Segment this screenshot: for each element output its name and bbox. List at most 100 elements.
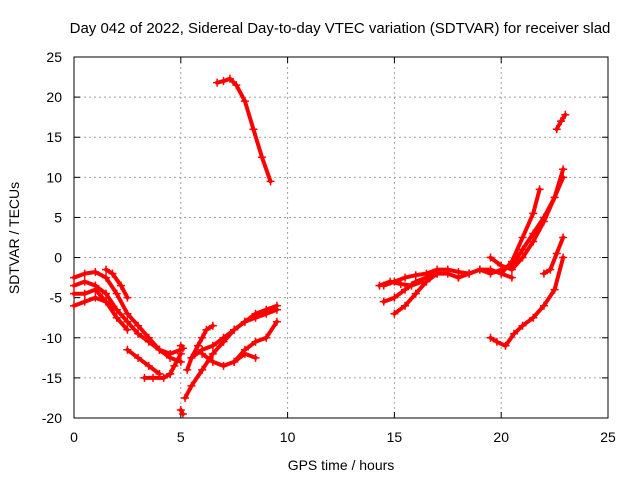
data-point: [510, 329, 519, 338]
data-point: [492, 337, 501, 346]
data-point: [529, 237, 538, 246]
data-point: [144, 361, 153, 370]
series-trace: [104, 267, 130, 300]
data-point: [535, 185, 544, 194]
data-point: [518, 321, 527, 330]
plot-frame: [73, 56, 609, 419]
data-point: [552, 125, 561, 134]
data-point: [123, 309, 132, 318]
data-point: [539, 217, 548, 226]
x-tick-label: 5: [177, 429, 185, 445]
data-point: [401, 273, 410, 282]
series-arc-22: [486, 165, 568, 274]
data-point: [396, 280, 405, 289]
data-point: [208, 357, 217, 366]
x-tick-labels: 0 5 10 15 20 25: [70, 429, 616, 445]
series-arc-20: [375, 277, 427, 290]
series-arc-13: [187, 321, 217, 362]
data-point: [112, 313, 121, 322]
data-point: [546, 265, 555, 274]
data-point: [230, 325, 239, 334]
data-point: [187, 353, 196, 362]
series-trace: [488, 167, 566, 272]
x-tick-label: 15: [387, 429, 403, 445]
data-point: [240, 317, 249, 326]
data-point: [166, 353, 175, 362]
data-point: [539, 269, 548, 278]
data-point: [80, 277, 89, 286]
data-point: [411, 289, 420, 298]
data-point: [123, 325, 132, 334]
data-point: [70, 301, 78, 310]
data-point: [198, 365, 207, 374]
x-tick-label: 10: [280, 429, 296, 445]
data-point: [251, 353, 260, 362]
data-point: [559, 253, 568, 262]
data-point: [529, 209, 538, 218]
data-point: [198, 333, 207, 342]
data-point: [486, 269, 495, 278]
data-point: [202, 325, 211, 334]
data-point: [80, 289, 89, 298]
data-point: [518, 233, 527, 242]
series-trace: [185, 303, 279, 372]
data-point: [529, 313, 538, 322]
series-trace: [215, 76, 273, 184]
data-point: [561, 110, 570, 119]
data-point: [208, 341, 217, 350]
series-arc-24: [486, 253, 568, 350]
data-point: [123, 345, 132, 354]
data-point: [108, 269, 117, 278]
series-arc-26: [552, 110, 570, 134]
data-point: [193, 341, 202, 350]
x-tick-label: 25: [600, 429, 616, 445]
y-tick-label: -15: [42, 370, 62, 386]
data-point: [80, 297, 89, 306]
data-point: [249, 125, 258, 134]
data-point: [501, 341, 510, 350]
data-point: [70, 281, 78, 290]
data-point: [401, 301, 410, 310]
data-point: [262, 333, 271, 342]
data-point: [91, 267, 100, 276]
data-point: [272, 317, 281, 326]
data-point: [507, 265, 516, 274]
data-point: [187, 381, 196, 390]
data-point: [102, 265, 111, 274]
data-point: [443, 269, 452, 278]
data-point: [559, 165, 568, 174]
data-point: [475, 265, 484, 274]
series-arc-14: [198, 349, 260, 370]
y-tick-labels: -20 -15 -10 -5 0 5 10 15 20 25: [42, 49, 62, 426]
data-point: [149, 373, 158, 382]
series-arc-4: [70, 285, 132, 334]
data-point: [390, 293, 399, 302]
data-point: [507, 257, 516, 266]
data-point: [183, 365, 192, 374]
data-point: [497, 269, 506, 278]
series-arc-6: [123, 345, 164, 378]
data-point: [225, 74, 234, 83]
data-point: [112, 289, 121, 298]
x-axis-label: GPS time / hours: [288, 457, 395, 473]
data-point: [507, 273, 516, 282]
data-point: [134, 353, 143, 362]
data-point: [433, 269, 442, 278]
data-point: [123, 293, 132, 302]
y-axis-label: SDTVAR / TECUs: [6, 182, 22, 294]
data-point: [219, 361, 228, 370]
x-tick-label: 20: [493, 429, 509, 445]
data-point: [102, 273, 111, 282]
data-point: [70, 273, 78, 282]
series-arc-5: [102, 265, 132, 302]
data-point: [144, 337, 153, 346]
data-point: [116, 281, 125, 290]
data-point: [134, 321, 143, 330]
data-point: [557, 117, 566, 126]
data-point: [251, 309, 260, 318]
y-tick-label: 15: [46, 129, 62, 145]
data-point: [465, 269, 474, 278]
y-tick-label: 20: [46, 89, 62, 105]
data-point: [166, 369, 175, 378]
